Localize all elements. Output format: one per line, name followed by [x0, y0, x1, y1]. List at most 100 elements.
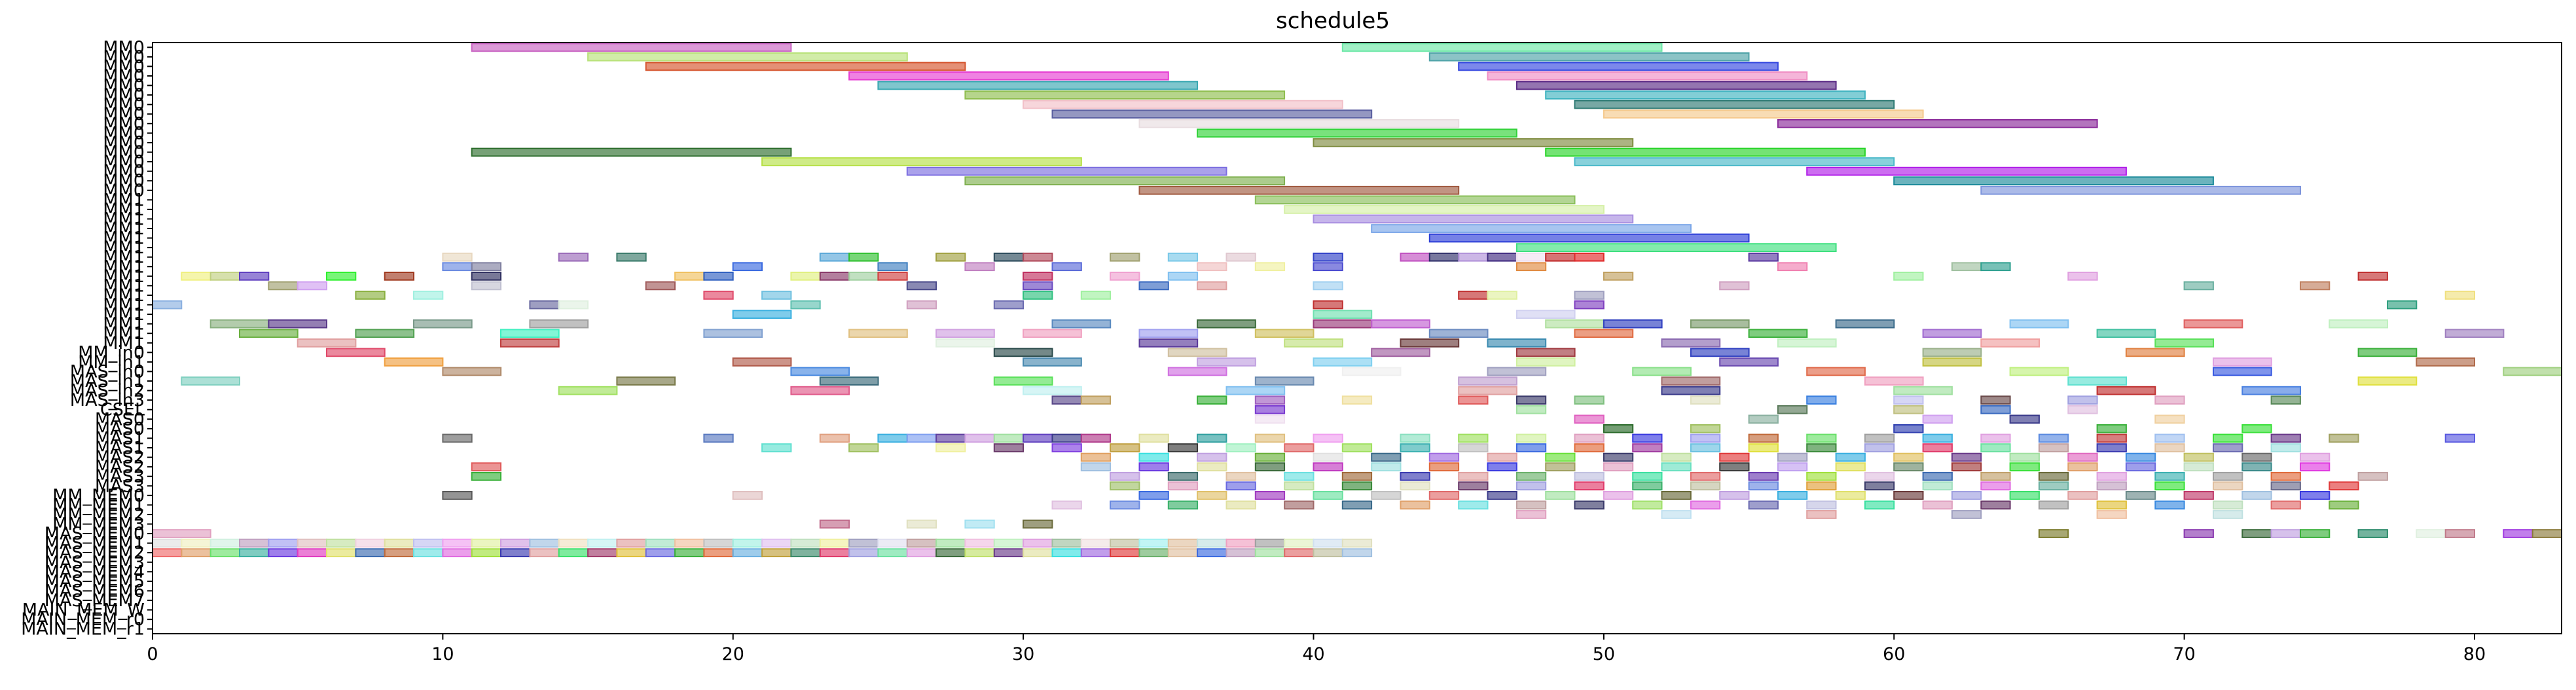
y-tick-label-41: MAS1 [95, 428, 145, 448]
gantt-bar-506 [297, 548, 328, 558]
gantt-bar-88 [268, 281, 299, 291]
gantt-bar-35 [1515, 243, 1837, 252]
gantt-bar-200 [2067, 376, 2128, 386]
gantt-bar-529 [964, 548, 995, 558]
gantt-bar-411 [2125, 491, 2156, 500]
gantt-bar-186 [1487, 367, 1547, 376]
y-tick-label-58: MAS_MEM7 [45, 590, 145, 611]
y-tick-label-49: MM_MEM2 [52, 505, 145, 525]
gantt-bar-220 [1806, 395, 1837, 405]
gantt-bar-395 [1197, 491, 1227, 500]
gantt-bar-42 [993, 252, 1025, 262]
y-tick-label-48: MM_MEM1 [52, 495, 145, 515]
gantt-bar-48 [1400, 252, 1430, 262]
gantt-bar-280 [1051, 443, 1082, 452]
gantt-bar-451 [2241, 529, 2272, 538]
gantt-bar-492 [1110, 538, 1140, 548]
gantt-bar-4 [645, 62, 966, 71]
gantt-bar-187 [1632, 367, 1692, 376]
gantt-bar-7 [1487, 71, 1808, 81]
y-tick-label-10: MM0 [103, 133, 145, 153]
gantt-bar-405 [1777, 491, 1808, 500]
gantt-bar-153 [500, 338, 560, 348]
gantt-bar-71 [239, 272, 270, 281]
gantt-bar-17 [1777, 119, 2098, 128]
gantt-bar-441 [1951, 510, 1982, 519]
gantt-bar-290 [1632, 443, 1663, 452]
gantt-bar-169 [1922, 348, 1982, 357]
gantt-bar-431 [1980, 500, 2011, 510]
gantt-bar-89 [297, 281, 328, 291]
y-tick-label-35: MAS_in1 [70, 371, 145, 391]
gantt-bar-398 [1371, 491, 1402, 500]
gantt-bar-462 [239, 538, 270, 548]
gantt-bar-299 [2154, 443, 2185, 452]
gantt-bar-427 [1748, 500, 1779, 510]
gantt-bar-248 [935, 433, 966, 443]
y-tick-label-45: MAS3 [95, 467, 145, 487]
gantt-bar-307 [1371, 452, 1402, 462]
gantt-bar-189 [2009, 367, 2069, 376]
y-tick-label-29: MM1 [103, 314, 145, 335]
gantt-bar-503 [209, 548, 241, 558]
gantt-bar-115 [993, 300, 1025, 310]
gantt-bar-166 [1371, 348, 1430, 357]
gantt-bar-415 [1051, 500, 1082, 510]
gantt-bar-277 [848, 443, 879, 452]
gantt-bar-154 [935, 338, 995, 348]
gantt-bar-315 [1835, 452, 1866, 462]
gantt-bar-364 [2038, 471, 2069, 481]
gantt-bar-510 [413, 548, 444, 558]
gantt-bar-209 [2096, 386, 2156, 395]
gantt-bar-493 [1138, 538, 1169, 548]
gantt-bar-14 [1051, 109, 1373, 119]
y-tick-label-59: MAIN_MEM_W [22, 600, 145, 621]
gantt-bar-448 [152, 529, 211, 538]
gantt-bar-122 [209, 319, 270, 329]
gantt-bar-101 [413, 291, 444, 300]
gantt-bar-2 [587, 52, 908, 62]
gantt-bar-379 [1632, 481, 1663, 491]
gantt-bar-75 [674, 272, 705, 281]
gantt-bar-352 [1341, 471, 1373, 481]
gantt-bar-173 [732, 357, 792, 367]
gantt-bar-495 [1197, 538, 1227, 548]
gantt-bar-447 [1023, 519, 1053, 529]
gantt-bar-296 [1980, 443, 2011, 452]
gantt-bar-477 [674, 538, 705, 548]
gantt-bar-164 [993, 348, 1053, 357]
gantt-bar-83 [1167, 272, 1199, 281]
gantt-bar-259 [1458, 433, 1489, 443]
gantt-bar-337 [1777, 462, 1808, 471]
gantt-bar-301 [2270, 443, 2301, 452]
gantt-bar-442 [2096, 510, 2127, 519]
gantt-bar-541 [1313, 548, 1343, 558]
y-tick-label-37: MAS_in3 [70, 390, 145, 410]
gantt-bar-172 [384, 357, 444, 367]
gantt-bar-518 [645, 548, 676, 558]
gantt-bar-378 [1574, 481, 1605, 491]
gantt-bar-428 [1806, 500, 1837, 510]
gantt-bar-536 [1167, 548, 1199, 558]
gantt-bar-489 [1023, 538, 1053, 548]
gantt-bar-197 [1458, 376, 1517, 386]
gantt-bar-369 [2357, 471, 2388, 481]
gantt-bar-207 [1661, 386, 1721, 395]
gantt-bar-131 [1603, 319, 1663, 329]
gantt-bar-38 [616, 252, 647, 262]
gantt-bar-538 [1225, 548, 1256, 558]
gantt-bar-329 [1313, 462, 1343, 471]
y-tick-label-23: MM1 [103, 257, 145, 277]
x-tick-label-3: 30 [1012, 644, 1034, 664]
gantt-bar-8 [877, 81, 1199, 90]
gantt-bar-151 [2444, 329, 2505, 338]
y-tick-label-31: MM1 [103, 333, 145, 354]
gantt-bar-487 [964, 538, 995, 548]
gantt-bar-342 [2067, 462, 2098, 471]
gantt-bar-418 [1225, 500, 1256, 510]
y-tick-label-27: MM1 [103, 295, 145, 316]
gantt-bar-155 [1138, 338, 1199, 348]
gantt-bar-28 [1138, 185, 1460, 195]
gantt-bar-270 [2096, 433, 2127, 443]
gantt-bar-446 [964, 519, 995, 529]
